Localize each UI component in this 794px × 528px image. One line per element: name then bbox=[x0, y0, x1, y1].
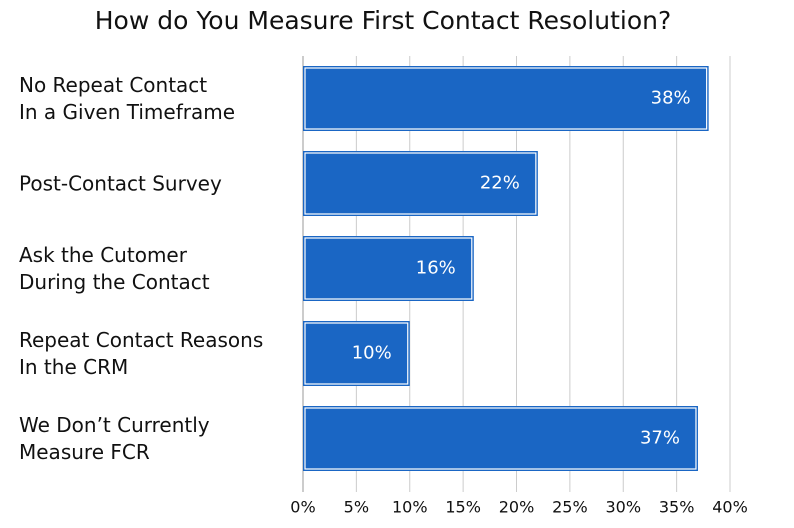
x-tick-label: 5% bbox=[344, 498, 369, 517]
bar-highlight bbox=[304, 152, 537, 215]
bar bbox=[303, 406, 698, 471]
x-tick-label: 40% bbox=[712, 498, 748, 517]
x-tick-label: 25% bbox=[552, 498, 588, 517]
value-label: 16% bbox=[416, 258, 456, 279]
value-label: 38% bbox=[651, 88, 691, 109]
value-label: 10% bbox=[352, 343, 392, 364]
x-tick-label: 35% bbox=[659, 498, 695, 517]
bar-highlight bbox=[304, 237, 473, 300]
bar bbox=[303, 236, 474, 301]
x-tick-label: 20% bbox=[499, 498, 535, 517]
value-label: 22% bbox=[480, 173, 520, 194]
x-tick-label: 10% bbox=[392, 498, 428, 517]
category-label: No Repeat Contact In a Given Timeframe bbox=[19, 72, 236, 124]
value-label: 37% bbox=[640, 428, 680, 449]
bar-highlight bbox=[304, 407, 697, 470]
bar bbox=[303, 321, 410, 386]
x-tick-label: 15% bbox=[445, 498, 481, 517]
x-tick-label: 0% bbox=[290, 498, 315, 517]
bar-highlight bbox=[304, 67, 708, 130]
category-label: Repeat Contact Reasons In the CRM bbox=[19, 327, 264, 379]
bar bbox=[303, 66, 709, 131]
category-label: Post-Contact Survey bbox=[19, 171, 222, 195]
x-tick-label: 30% bbox=[605, 498, 641, 517]
chart-title: How do You Measure First Contact Resolut… bbox=[95, 6, 672, 35]
category-label: Ask the Cutomer During the Contact bbox=[19, 242, 210, 294]
bar-highlight bbox=[304, 322, 409, 385]
category-label: We Don’t Currently Measure FCR bbox=[19, 412, 210, 464]
bar bbox=[303, 151, 538, 216]
